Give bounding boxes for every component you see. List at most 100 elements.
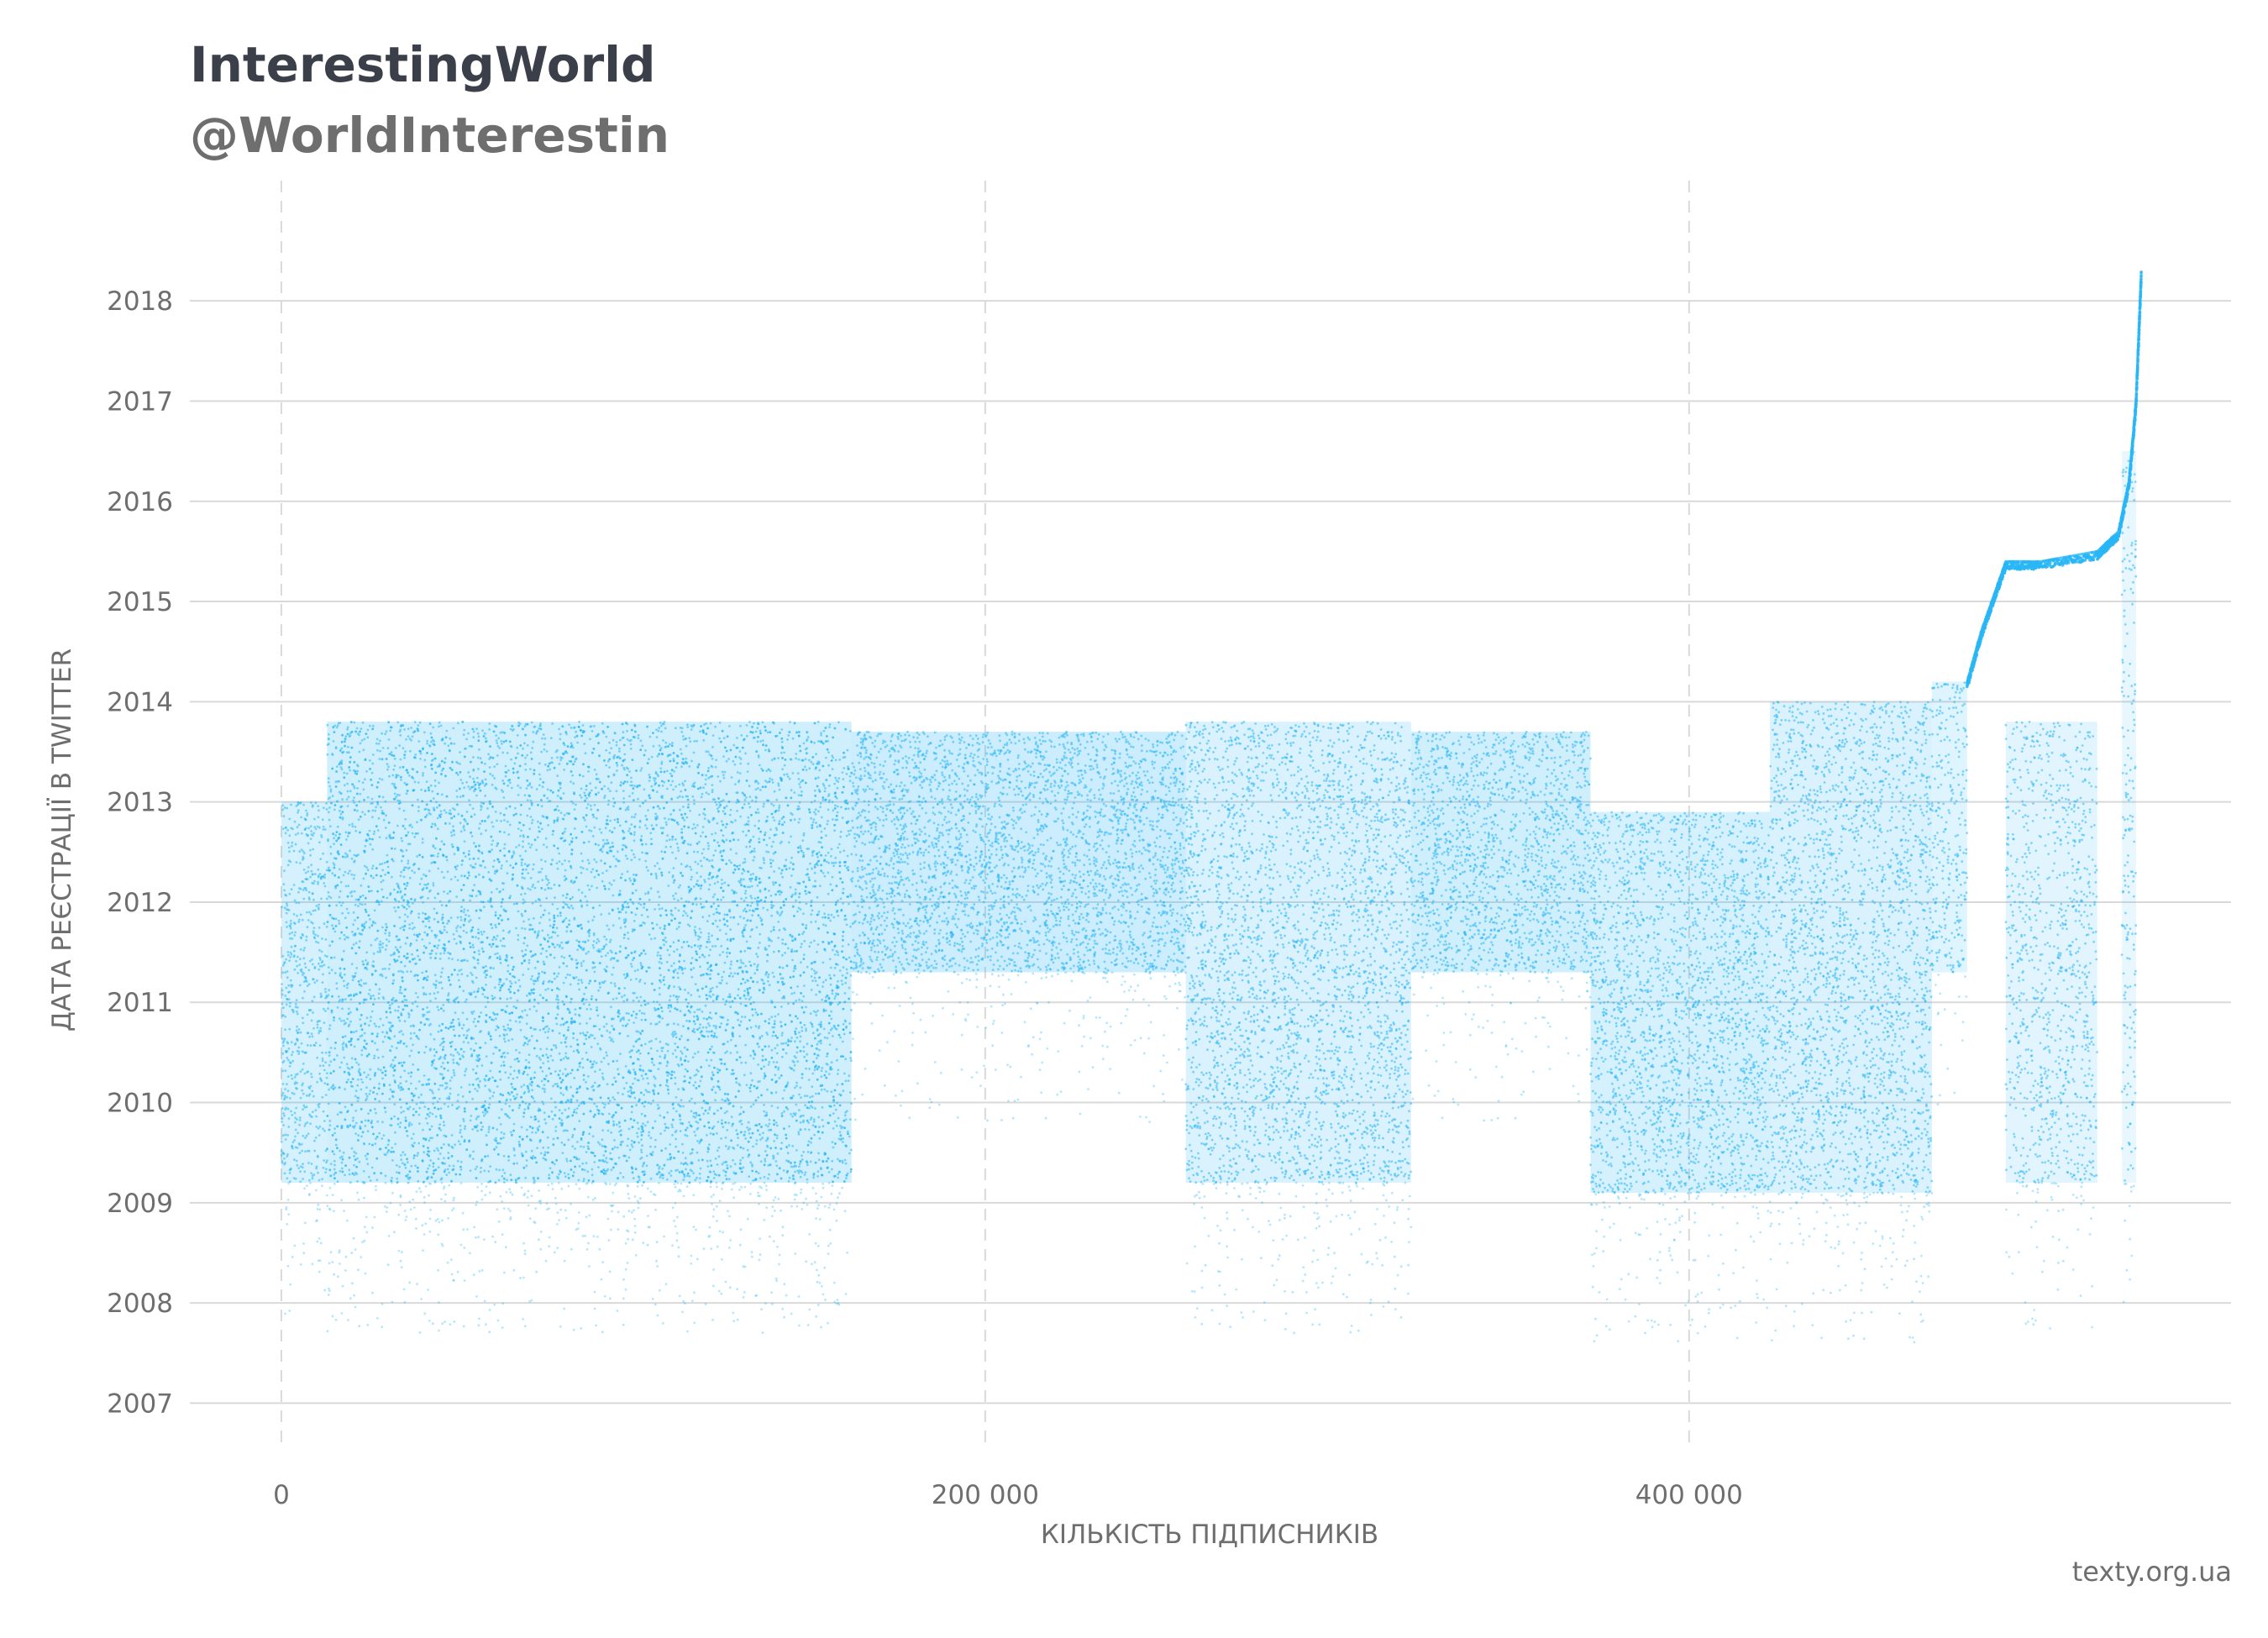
data-point <box>470 864 472 867</box>
data-point <box>287 984 291 987</box>
data-point <box>740 1061 743 1064</box>
data-point <box>509 864 512 867</box>
data-point <box>462 990 465 992</box>
data-point <box>318 809 320 812</box>
data-point <box>373 1022 376 1026</box>
data-point <box>281 1044 285 1047</box>
data-point <box>845 773 848 775</box>
data-point <box>810 900 813 904</box>
data-point <box>291 1091 294 1095</box>
data-point <box>294 1042 297 1045</box>
data-point <box>798 1031 801 1034</box>
data-point <box>596 1006 598 1009</box>
data-point <box>441 967 444 970</box>
data-point <box>504 1102 507 1105</box>
data-point <box>388 1004 391 1007</box>
data-point <box>307 890 311 894</box>
data-point <box>322 1110 325 1113</box>
data-point <box>421 841 424 844</box>
data-point <box>454 1143 456 1147</box>
data-point <box>725 838 728 842</box>
data-point <box>378 903 381 906</box>
data-point <box>321 1051 323 1054</box>
data-point <box>664 940 668 943</box>
data-point <box>511 1037 514 1041</box>
data-point <box>592 946 596 949</box>
data-point <box>355 1061 358 1064</box>
data-point <box>302 1016 304 1020</box>
data-point <box>846 1172 849 1175</box>
data-point <box>492 1091 496 1094</box>
data-point <box>303 1124 307 1127</box>
data-point <box>822 904 825 906</box>
data-point <box>386 896 389 900</box>
data-point <box>714 765 717 769</box>
data-point <box>312 930 315 933</box>
data-point <box>668 871 670 874</box>
data-point <box>460 874 463 878</box>
data-point <box>317 934 319 937</box>
data-point <box>622 843 625 847</box>
data-point <box>540 858 543 862</box>
data-point <box>314 933 317 937</box>
data-point <box>535 732 538 735</box>
data-point <box>319 1242 323 1245</box>
data-point <box>785 1052 788 1055</box>
data-point <box>293 934 297 937</box>
data-point <box>283 1172 286 1175</box>
data-point <box>333 1152 336 1156</box>
data-point <box>387 940 391 943</box>
data-point <box>659 747 663 750</box>
data-point <box>547 980 550 984</box>
data-point <box>419 752 423 755</box>
data-point <box>307 1009 311 1011</box>
data-point <box>356 927 360 931</box>
data-point <box>581 1032 585 1035</box>
data-point <box>537 880 540 884</box>
data-point <box>293 1082 297 1085</box>
data-point <box>312 936 316 939</box>
data-point <box>285 894 288 897</box>
data-point <box>310 1073 312 1075</box>
data-point <box>445 1097 449 1100</box>
data-point <box>638 1179 641 1182</box>
data-point <box>607 1102 610 1105</box>
data-point <box>308 1035 311 1038</box>
data-point <box>485 1055 488 1058</box>
data-point <box>299 1070 302 1073</box>
data-point <box>287 1126 291 1128</box>
data-point <box>809 1095 811 1099</box>
data-point <box>304 887 307 890</box>
data-point <box>287 859 291 863</box>
data-point <box>543 1111 546 1115</box>
data-point <box>291 1141 295 1144</box>
data-point <box>339 890 342 893</box>
data-point <box>664 1129 666 1132</box>
data-point <box>417 912 421 916</box>
data-point <box>802 1151 806 1153</box>
data-point <box>755 1142 758 1146</box>
data-point <box>764 831 767 834</box>
data-point <box>559 1092 563 1095</box>
data-point <box>581 774 585 778</box>
data-point <box>318 1208 322 1211</box>
data-point <box>293 899 297 902</box>
data-point <box>707 888 711 891</box>
data-point <box>779 914 781 917</box>
data-point <box>306 1013 309 1016</box>
data-point <box>577 982 580 985</box>
data-point <box>755 1139 759 1142</box>
data-point <box>403 913 407 916</box>
data-point <box>471 1128 475 1131</box>
data-point <box>573 808 576 811</box>
data-point <box>811 763 815 766</box>
data-point <box>391 1002 394 1005</box>
data-point <box>315 1115 318 1118</box>
data-point <box>688 737 691 739</box>
data-point <box>524 1058 528 1062</box>
data-point <box>801 1000 804 1002</box>
data-point <box>740 1105 743 1109</box>
data-point <box>449 737 452 740</box>
data-point <box>286 1042 290 1045</box>
data-point <box>502 1132 506 1136</box>
